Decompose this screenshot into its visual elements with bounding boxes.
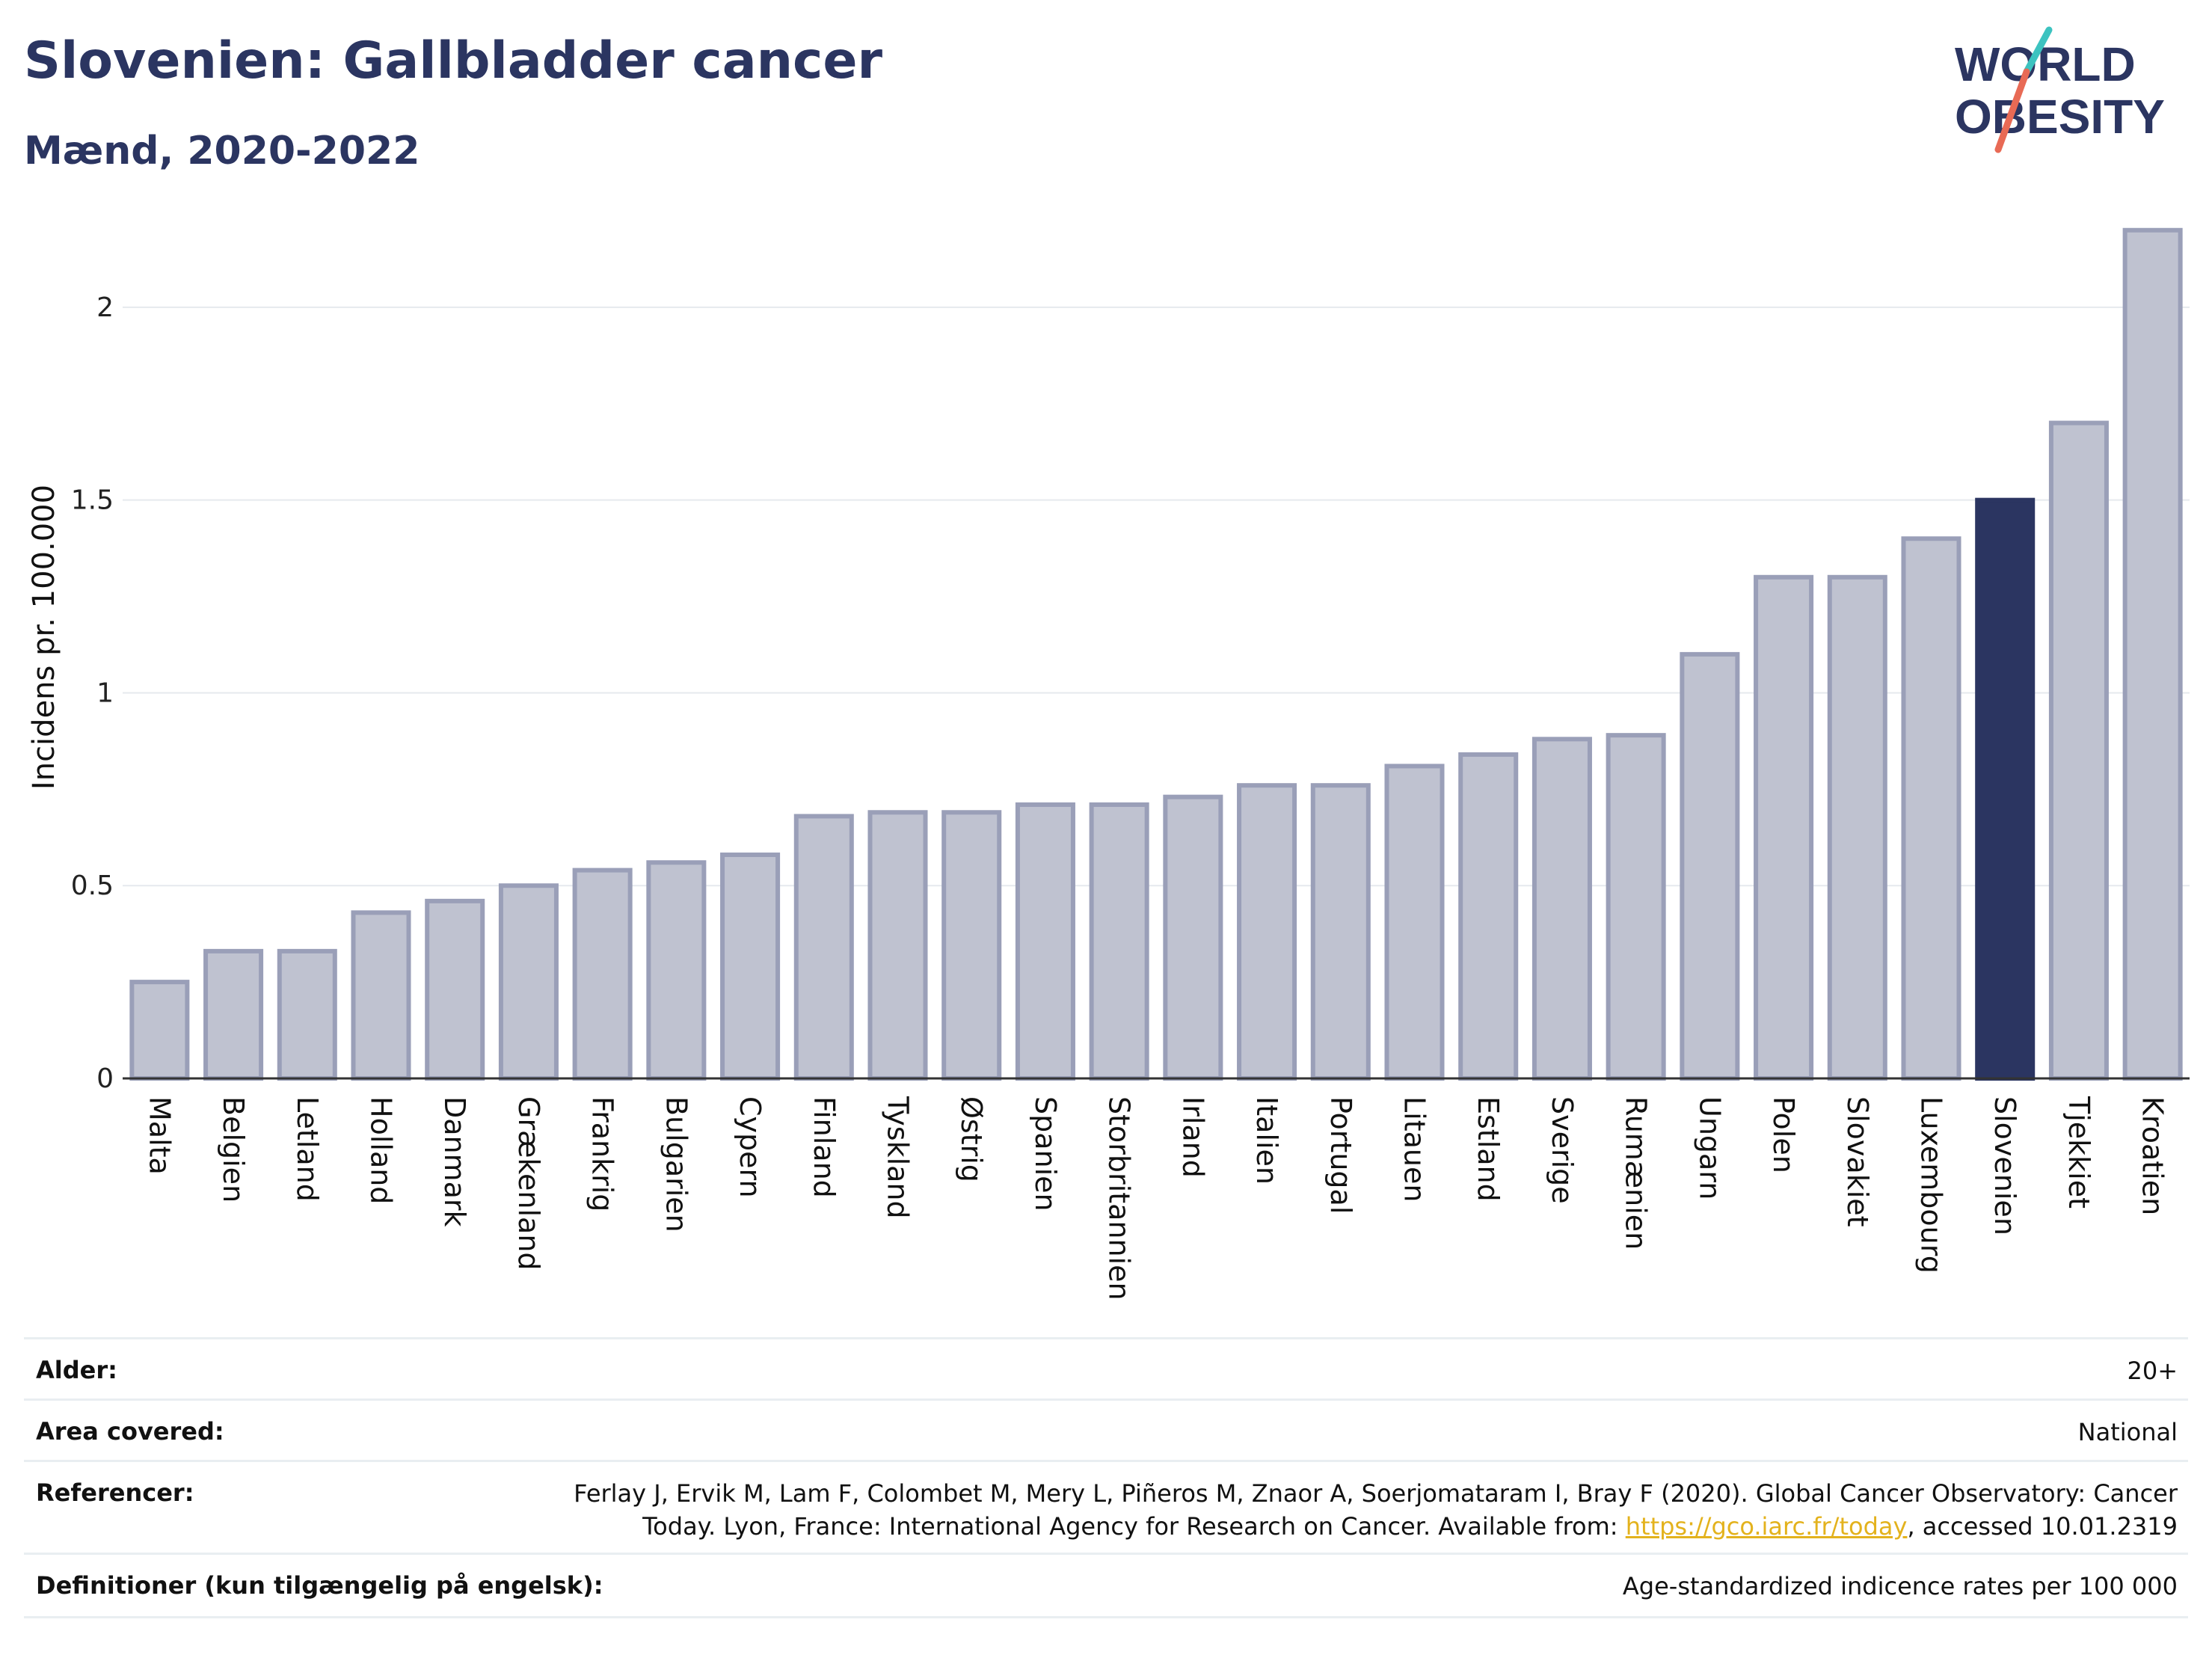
bar-polen[interactable] [1754, 574, 1814, 1081]
bar-letland[interactable] [277, 948, 337, 1081]
bar-storbritannien[interactable] [1089, 802, 1149, 1081]
meta-value-references: Ferlay J, Ervik M, Lam F, Colombet M, Me… [574, 1477, 2178, 1543]
reference-line-2-pre: Today. Lyon, France: International Agenc… [642, 1512, 1626, 1541]
world-obesity-logo: WORLD OBESITY [1955, 26, 2165, 153]
bar-chart: 0 0.5 1 1.5 2 Malta Belgien Letland Holland Danm… [27, 227, 2190, 1301]
reference-line-2-post: , accessed 10.01.2319 [1907, 1512, 2178, 1541]
bar-belgien[interactable] [203, 948, 264, 1081]
x-tick-label: Letland [291, 1096, 324, 1202]
x-tick-labels: Malta Belgien Letland Holland Danmark Grækenl… [143, 1096, 2169, 1301]
x-tick-label: Finland [808, 1096, 841, 1198]
y-axis-label: Incidens pr. 100.000 [27, 485, 61, 790]
y-tick-label: 0 [96, 1063, 114, 1094]
y-tick-labels: 0 0.5 1 1.5 2 [71, 292, 114, 1094]
bar-portugal[interactable] [1310, 783, 1371, 1081]
logo-line1: WORLD [1955, 37, 2136, 91]
meta-value-definitions: Age-standardized indicence rates per 100… [1622, 1572, 2178, 1600]
x-tick-label: Grækenland [512, 1096, 545, 1271]
meta-row-definitions: Definitioner (kun tilgængelig på engelsk… [24, 1553, 2188, 1618]
bar-tyskland[interactable] [867, 810, 928, 1081]
bar-spanien[interactable] [1015, 802, 1075, 1081]
meta-key-area: Area covered: [36, 1417, 224, 1446]
bar-luxembourg[interactable] [1901, 536, 1961, 1081]
x-tick-label: Rumænien [1620, 1096, 1653, 1250]
x-tick-label: Belgien [217, 1096, 250, 1203]
bar-cypern[interactable] [720, 852, 781, 1081]
bar-finland[interactable] [793, 814, 854, 1081]
y-tick-label: 1.5 [71, 485, 114, 516]
x-tick-label: Spanien [1029, 1096, 1062, 1212]
x-tick-label: Kroatien [2136, 1096, 2169, 1215]
bar-danmark[interactable] [425, 898, 485, 1081]
x-tick-label: Litauen [1398, 1096, 1431, 1202]
bar-østrig[interactable] [941, 810, 1002, 1081]
x-tick-label: Bulgarien [660, 1096, 692, 1232]
x-tick-label: Østrig [955, 1096, 988, 1182]
y-tick-label: 2 [96, 292, 114, 323]
x-tick-label: Ungarn [1693, 1096, 1726, 1200]
bar-frankrig[interactable] [572, 868, 633, 1081]
bar-litauen[interactable] [1384, 764, 1445, 1081]
x-tick-label: Storbritannien [1103, 1096, 1136, 1301]
bar-malta[interactable] [129, 980, 190, 1081]
reference-link[interactable]: https://gco.iarc.fr/today [1625, 1512, 1908, 1541]
x-tick-label: Slovakiet [1841, 1096, 1874, 1227]
bars [129, 227, 2183, 1081]
meta-key-definitions: Definitioner (kun tilgængelig på engelsk… [36, 1571, 603, 1600]
x-tick-label: Slovenien [1988, 1096, 2021, 1235]
bar-slovenien[interactable] [1975, 497, 2036, 1081]
logo-accent-coral [1994, 68, 2030, 153]
x-tick-label: Frankrig [586, 1096, 619, 1212]
meta-key-age: Alder: [36, 1356, 117, 1384]
bar-holland[interactable] [351, 910, 411, 1081]
meta-row-references: Referencer: Ferlay J, Ervik M, Lam F, Co… [24, 1460, 2188, 1555]
logo-accent-teal [2023, 26, 2053, 76]
x-tick-label: Sverige [1546, 1096, 1579, 1204]
x-tick-label: Luxembourg [1915, 1096, 1948, 1274]
bar-tjekkiet[interactable] [2048, 420, 2109, 1081]
meta-row-age: Alder: 20+ [24, 1337, 2188, 1401]
meta-row-area: Area covered: National [24, 1398, 2188, 1462]
x-tick-label: Malta [143, 1096, 176, 1175]
chart-subtitle: Mænd, 2020-2022 [24, 129, 420, 174]
y-tick-label: 1 [96, 678, 114, 708]
bar-slovakiet[interactable] [1827, 574, 1887, 1081]
x-tick-label: Polen [1767, 1096, 1800, 1173]
x-tick-label: Danmark [438, 1096, 471, 1227]
x-tick-label: Portugal [1324, 1096, 1357, 1214]
chart-title: Slovenien: Gallbladder cancer [24, 31, 882, 90]
y-tick-label: 0.5 [71, 871, 114, 901]
x-tick-label: Irland [1176, 1096, 1209, 1178]
x-tick-label: Tjekkiet [2062, 1096, 2095, 1209]
x-tick-label: Italien [1250, 1096, 1283, 1185]
x-tick-label: Tyskland [882, 1096, 915, 1219]
bar-kroatien[interactable] [2122, 227, 2183, 1081]
meta-value-age: 20+ [2127, 1357, 2178, 1385]
bar-bulgarien[interactable] [646, 860, 707, 1081]
meta-value-area: National [2077, 1418, 2178, 1446]
bar-irland[interactable] [1163, 794, 1223, 1081]
logo-line2: OBESITY [1955, 90, 2165, 144]
bar-sverige[interactable] [1531, 737, 1592, 1081]
meta-key-references: Referencer: [36, 1479, 194, 1507]
bar-estland[interactable] [1458, 752, 1519, 1081]
bar-ungarn[interactable] [1680, 651, 1740, 1081]
x-tick-label: Holland [365, 1096, 398, 1204]
reference-line-2: Today. Lyon, France: International Agenc… [574, 1510, 2178, 1543]
x-tick-label: Estland [1472, 1096, 1505, 1202]
reference-line-1: Ferlay J, Ervik M, Lam F, Colombet M, Me… [574, 1479, 2178, 1508]
bar-italien[interactable] [1237, 783, 1297, 1081]
bar-grækenland[interactable] [498, 883, 559, 1081]
bar-rumænien[interactable] [1606, 733, 1666, 1081]
x-tick-label: Cypern [734, 1096, 766, 1198]
